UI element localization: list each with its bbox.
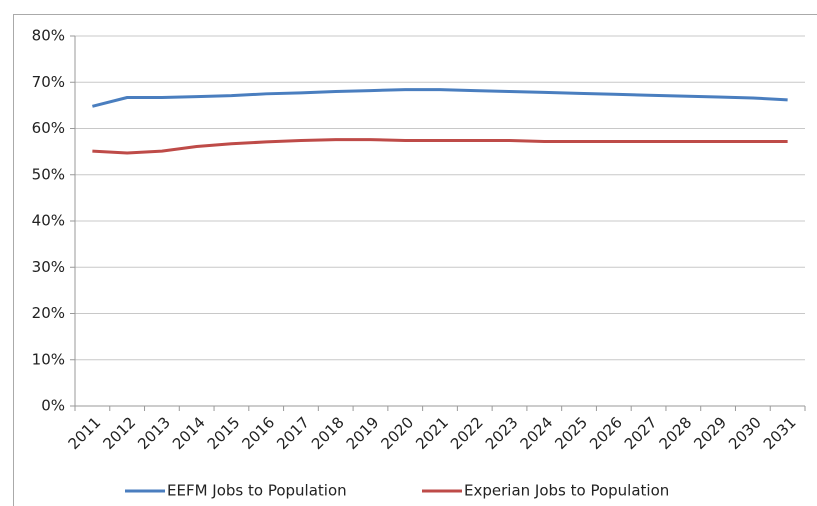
x-tick-label: 2025 [551,413,591,453]
x-tick-label: 2028 [656,413,696,453]
y-tick-label: 80% [32,27,65,45]
legend-label: Experian Jobs to Population [464,482,669,500]
y-tick-label: 70% [32,73,65,91]
x-tick-label: 2013 [134,413,174,453]
y-tick-label: 30% [32,258,65,276]
legend-label: EEFM Jobs to Population [167,482,347,500]
x-tick-label: 2030 [725,413,765,453]
x-tick-label: 2019 [343,413,383,453]
x-tick-label: 2021 [412,413,452,453]
y-tick-label: 10% [32,350,65,368]
x-tick-label: 2020 [378,413,418,453]
x-tick-label: 2012 [99,413,139,453]
series-line [92,138,788,155]
series-line [92,88,788,108]
x-tick-label: 2015 [204,413,244,453]
x-tick-label: 2014 [169,413,209,453]
x-tick-label: 2018 [308,413,348,453]
y-tick-label: 0% [41,397,65,415]
x-tick-label: 2011 [65,413,105,453]
x-tick-label: 2026 [586,413,626,453]
x-tick-label: 2016 [238,413,278,453]
x-tick-label: 2027 [621,413,661,453]
x-tick-label: 2022 [447,413,487,453]
y-tick-label: 50% [32,165,65,183]
x-tick-label: 2024 [517,413,557,453]
x-tick-label: 2029 [690,413,730,453]
y-tick-label: 40% [32,212,65,230]
x-tick-label: 2023 [482,413,522,453]
x-tick-label: 2031 [760,413,800,453]
x-tick-label: 2017 [273,413,313,453]
y-tick-label: 20% [32,304,65,322]
y-tick-label: 60% [32,119,65,137]
